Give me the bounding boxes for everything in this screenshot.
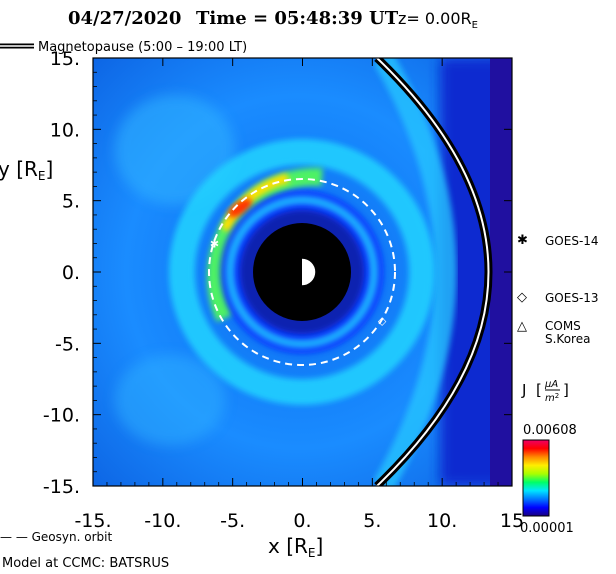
- colorbar: J [ μA m2 ] 0.00608 0.00001: [520, 379, 577, 536]
- colorbar-unit-num: μA: [544, 379, 558, 390]
- heatmap-sheath-band: [373, 58, 457, 486]
- y-tick-label: 10.: [50, 119, 80, 141]
- geosynchronous-orbit: [208, 178, 396, 366]
- y-axis-label-text: y [R: [0, 157, 38, 181]
- y-axis-label-sub: E: [38, 169, 46, 183]
- colorbar-min-label: 0.00001: [520, 521, 574, 536]
- colorbar-gradient: [522, 439, 550, 517]
- y-axis-label: y [RE]: [0, 157, 53, 183]
- colorbar-unit-close: ]: [563, 381, 569, 399]
- legend-goes13-symbol: ◇: [517, 290, 527, 305]
- legend-goes14-symbol: ✱: [517, 233, 528, 248]
- x-tick-label: -5.: [220, 510, 245, 532]
- x-tick-label: 5.: [363, 510, 381, 532]
- heatmap-hot-arc: [220, 173, 290, 233]
- x-tick-label: -10.: [144, 510, 181, 532]
- heatmap-field: [93, 58, 512, 486]
- x-tick-label: 0.: [293, 510, 311, 532]
- x-axis-label-close: ]: [316, 534, 324, 558]
- y-tick-label: 15.: [50, 48, 80, 70]
- title-time: Time = 05:48:39 UT: [196, 8, 399, 29]
- legend-goes13-label: GOES-13: [545, 291, 599, 305]
- title-date: 04/27/2020: [68, 8, 181, 29]
- legend-coms-label: COMS: [545, 319, 581, 333]
- colorbar-max-label: 0.00608: [523, 423, 577, 438]
- heatmap-patch-nightside: [115, 95, 235, 205]
- title-z-sub: E: [472, 20, 478, 31]
- y-axis-label-close: ]: [46, 157, 54, 181]
- magnetopause-legend: Magnetopause (5:00 – 19:00 LT): [0, 40, 247, 55]
- title-z: z= 0.00RE: [398, 9, 478, 31]
- legend-coms-label2: S.Korea: [545, 332, 590, 346]
- heatmap-red-spot: [228, 198, 252, 218]
- legend-goes14-label: GOES-14: [545, 234, 599, 248]
- y-tick-label: -5.: [55, 333, 80, 355]
- x-tick-label: 10.: [427, 510, 457, 532]
- legend-coms-symbol: △: [517, 319, 527, 334]
- x-axis-label-sub: E: [308, 546, 316, 560]
- x-tick-label: 15: [500, 510, 524, 532]
- colorbar-unit-den-text: m: [545, 393, 555, 404]
- magnetopause-boundary-core: [376, 58, 490, 486]
- x-axis-label-text: x [R: [268, 534, 308, 558]
- title-z-text: z= 0.00R: [398, 9, 472, 28]
- heatmap-outer-ring: [169, 139, 435, 405]
- colorbar-unit-exp: 2: [555, 392, 559, 400]
- colorbar-quantity: J: [521, 381, 526, 399]
- earth-night-half: [288, 258, 302, 286]
- model-credit: Model at CCMC: BATSRUS: [2, 556, 169, 571]
- y-tick-label: 5.: [62, 191, 80, 213]
- magnetopause-legend-label: Magnetopause (5:00 – 19:00 LT): [38, 40, 247, 55]
- x-axis-label: x [RE]: [268, 534, 323, 560]
- satellite-marker-1: ◇: [378, 315, 387, 328]
- axis-ticks: -15. -10. -5. 0. 5. 10. 15 15. 10. 5. 0. -5. -10. -15…: [43, 48, 524, 532]
- colorbar-unit-open: [: [536, 381, 542, 399]
- heatmap-inner-ring: [226, 196, 378, 348]
- y-tick-label: -15.: [43, 476, 80, 498]
- right-legend: ✱ GOES-14 ◇ GOES-13 △ COMS S.Korea: [517, 233, 599, 346]
- geosyn-legend: — — Geosyn. orbit: [0, 530, 112, 544]
- heatmap-patch-nightside-2: [115, 355, 225, 445]
- satellite-marker-0: ✱: [210, 237, 219, 250]
- y-tick-label: 0.: [62, 262, 80, 284]
- colorbar-unit-den: m2: [545, 392, 559, 404]
- satellite-markers: ✱◇: [210, 237, 387, 327]
- x-tick-label: -15.: [74, 510, 111, 532]
- y-tick-label: -10.: [43, 405, 80, 427]
- heatmap-dayside-edge: [490, 58, 512, 486]
